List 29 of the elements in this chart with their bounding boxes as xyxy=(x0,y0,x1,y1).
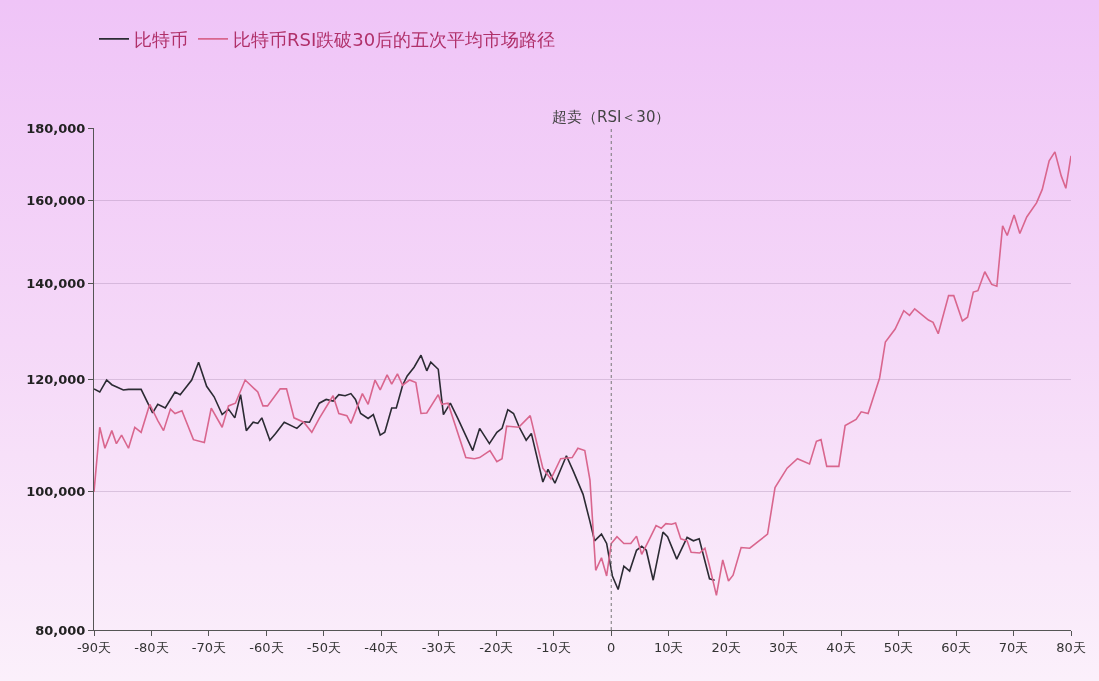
y-tick-label: 160,000 xyxy=(26,193,86,209)
y-tick-label: 140,000 xyxy=(26,276,86,292)
x-tick-label: -80天 xyxy=(134,639,169,655)
y-tick-label: 120,000 xyxy=(26,371,86,387)
x-tick-label: 20天 xyxy=(711,639,741,655)
y-tick-label: 80,000 xyxy=(35,622,86,638)
x-tick-label: -90天 xyxy=(76,639,112,655)
line-series xyxy=(94,151,1071,597)
x-tick-label: 30天 xyxy=(768,639,799,655)
x-tick-label: -50天 xyxy=(306,639,341,655)
x-tick-label: 0 xyxy=(607,639,616,655)
x-tick-label: -30天 xyxy=(421,639,456,655)
y-tick-label: 180,000 xyxy=(26,120,86,136)
ref-line-label: 超卖（RSI＜30） xyxy=(552,108,671,126)
y-tick-label: 100,000 xyxy=(26,484,86,500)
legend-label: 比特币RSI跌破30后的五次平均市场路径 xyxy=(233,28,556,50)
x-tick-label: 60天 xyxy=(941,639,971,655)
x-tick-label: 80天 xyxy=(1056,639,1086,655)
legend-label: 比特币 xyxy=(134,28,188,50)
x-tick-label: 50天 xyxy=(883,639,914,655)
x-tick-label: -70天 xyxy=(191,639,227,655)
x-tick-label: -60天 xyxy=(249,639,284,655)
x-tick-label: -10天 xyxy=(536,639,571,655)
x-tick-label: -40天 xyxy=(364,639,399,655)
x-tick-label: 70天 xyxy=(998,639,1029,655)
x-tick-label: 10天 xyxy=(653,639,684,655)
line-series xyxy=(94,354,716,591)
x-tick-label: 40天 xyxy=(826,639,856,655)
x-tick-label: -20天 xyxy=(479,639,514,655)
